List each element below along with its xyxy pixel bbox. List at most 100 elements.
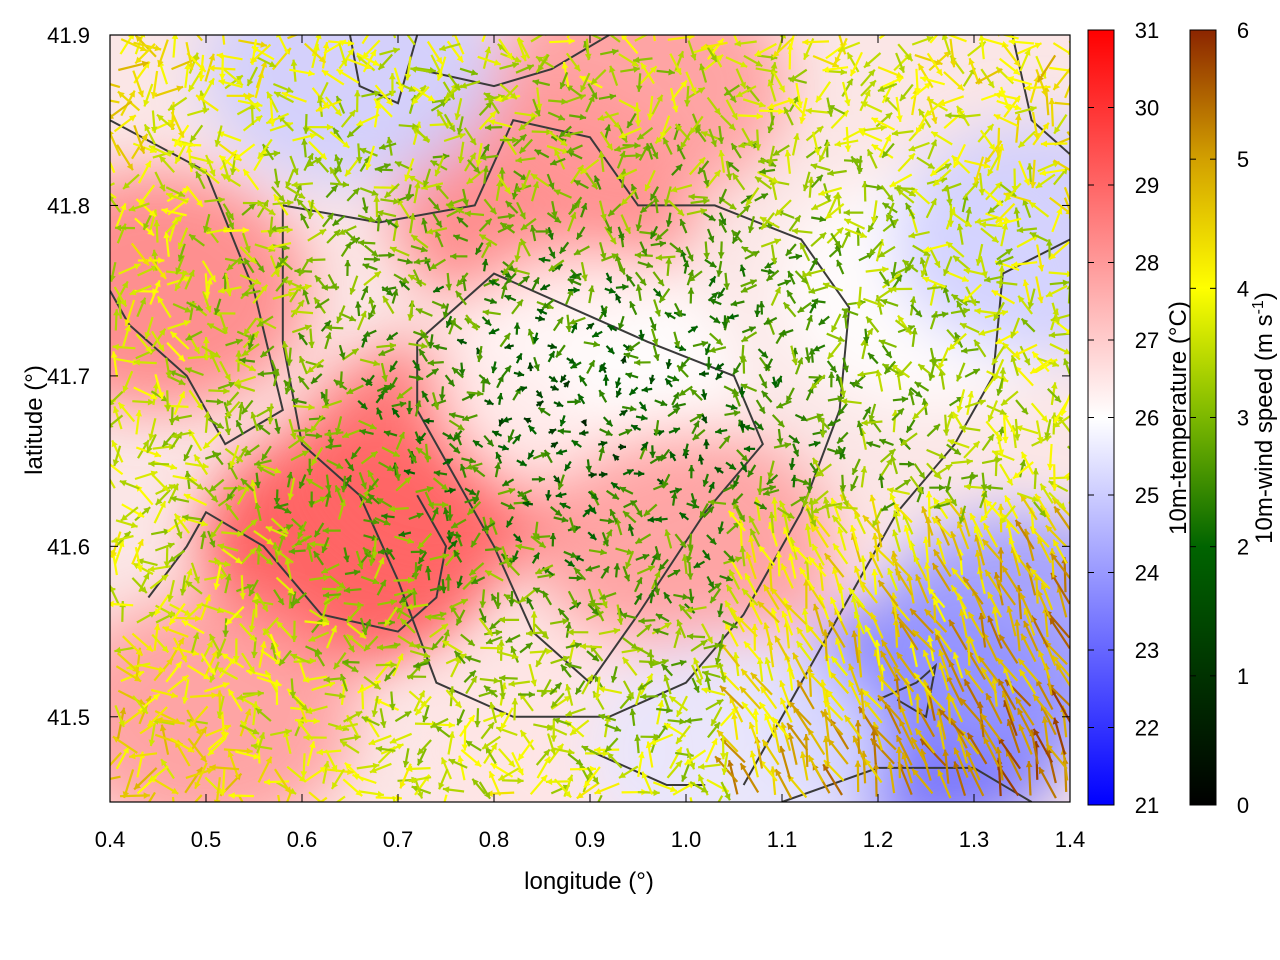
contour-line: [416, 35, 610, 88]
contour-line: [110, 119, 284, 446]
wind-vector: [565, 707, 586, 717]
wind-vector: [887, 761, 896, 794]
wind-vector: [769, 766, 777, 795]
wind-vector: [481, 735, 501, 750]
wind-vector: [576, 781, 600, 800]
wind-vector: [406, 765, 431, 773]
wind-vector: [375, 745, 396, 753]
wind-vector: [1068, 500, 1070, 505]
wind-vector: [416, 739, 432, 756]
wind-vector: [668, 695, 689, 712]
wind-vector: [484, 746, 497, 765]
colorbar-tick-label: 22: [1135, 716, 1159, 741]
wind-vector: [895, 734, 913, 766]
wind-vector: [448, 758, 468, 769]
wind-vector: [705, 737, 718, 763]
wind-vector: [953, 761, 967, 797]
wind-vector: [901, 752, 913, 784]
wind-vector: [701, 687, 726, 696]
wind-vector: [898, 719, 916, 750]
wind-vector: [167, 674, 190, 693]
wind-vector: [115, 746, 130, 770]
wind-vector: [549, 682, 563, 696]
wind-vector: [442, 786, 465, 793]
wind-vector: [339, 740, 360, 754]
wind-vector: [459, 714, 476, 738]
plot-area: 0.4 0.5 0.6 0.7 0.8 0.9 1.0 1.1 1.2 1.3 1.4 41.5 41…: [47, 23, 1085, 852]
wind-vector: [982, 736, 1000, 768]
wind-vector: [799, 751, 809, 781]
wind-vector: [550, 692, 565, 709]
wind-vector: [598, 686, 623, 694]
wind-vector: [774, 768, 793, 799]
wind-vector: [604, 723, 622, 732]
wind-vector: [681, 763, 690, 782]
wind-vector: [529, 774, 548, 796]
wind-vector: [408, 776, 432, 784]
wind-vector: [511, 698, 519, 721]
wind-vector: [254, 707, 272, 722]
colorbar-tick-label: 31: [1135, 18, 1159, 43]
wind-vector: [731, 712, 739, 740]
wind-vector: [914, 693, 921, 724]
wind-vector: [779, 680, 791, 707]
wind-vector: [807, 671, 829, 693]
wind-vector: [720, 781, 731, 801]
wind-vector: [1032, 693, 1054, 720]
x-tick-label: 1.1: [767, 827, 798, 852]
wind-vector: [110, 752, 123, 767]
wind-vector: [803, 734, 810, 767]
wind-vector: [465, 740, 482, 752]
wind-vector: [114, 705, 125, 728]
wind-vector: [227, 688, 243, 712]
y-tick-label: 41.6: [47, 534, 90, 559]
wind-vector: [316, 748, 342, 756]
wind-vector: [995, 746, 1004, 781]
wind-vector: [497, 767, 520, 782]
wind-vector: [456, 709, 466, 726]
wind-vector: [205, 724, 232, 737]
wind-vector: [895, 746, 903, 779]
wind-vector: [133, 767, 158, 791]
wind-vector: [629, 708, 637, 726]
wind-vector: [517, 739, 534, 761]
wind-vector: [209, 764, 240, 771]
wind-vector: [204, 682, 230, 693]
wind-vector: [379, 708, 387, 729]
wind-vector: [286, 765, 307, 783]
wind-vector: [480, 721, 495, 740]
colorbar-tick-label: 25: [1135, 483, 1159, 508]
wind-vector: [239, 708, 252, 737]
wind-vector: [325, 749, 338, 773]
wind-vector: [597, 794, 603, 802]
wind-vector: [187, 737, 208, 763]
temperature-colorbar-label: 10m-temperature (°C): [1165, 301, 1192, 535]
x-tick-label: 0.5: [191, 827, 222, 852]
wind-vector: [1006, 718, 1021, 754]
wind-vector: [394, 710, 412, 723]
wind-vector: [862, 689, 883, 710]
wind-vector: [942, 749, 950, 784]
wind-vector: [380, 743, 404, 755]
wind-vector: [488, 770, 502, 796]
wind-vector: [771, 723, 781, 753]
x-tick-label: 0.7: [383, 827, 414, 852]
wind-vector: [500, 707, 514, 731]
wind-vector: [457, 755, 466, 781]
wind-vector: [717, 795, 724, 802]
contour-line: [281, 119, 851, 718]
colorbar-tick-label: 26: [1135, 406, 1159, 431]
wind-vector: [637, 751, 645, 777]
wind-vector: [779, 745, 792, 780]
y-tick-label: 41.5: [47, 705, 90, 730]
colorbar-tick-label: 4: [1237, 276, 1249, 301]
y-tick-label: 41.7: [47, 364, 90, 389]
wind-vector: [750, 672, 773, 696]
wind-vector: [292, 695, 309, 712]
wind-vector: [369, 762, 392, 774]
wind-colorbar-label: 10m-wind speed (m s-1): [1250, 292, 1278, 544]
wind-vector: [1032, 728, 1054, 763]
wind-vector: [189, 726, 208, 753]
wind-vector: [640, 693, 659, 700]
wind-vector: [501, 777, 524, 785]
